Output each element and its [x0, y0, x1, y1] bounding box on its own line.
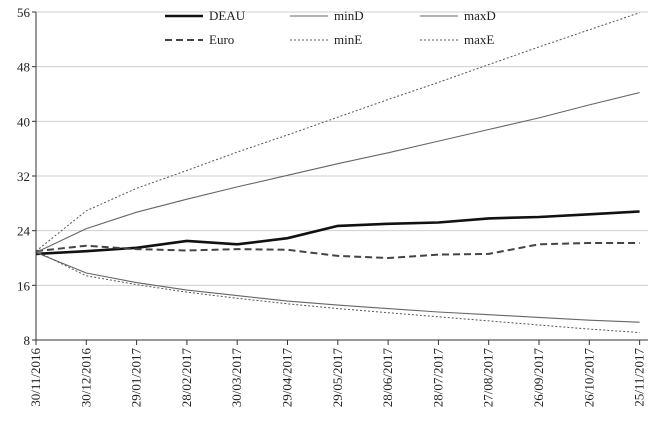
x-tick-label: 28/06/2017: [380, 348, 395, 408]
x-tick-label: 26/09/2017: [531, 348, 546, 408]
x-tick-label: 30/03/2017: [229, 348, 244, 408]
x-tick-label: 26/10/2017: [581, 348, 596, 408]
y-tick-label: 56: [17, 5, 31, 20]
legend-label-DEAU: DEAU: [209, 8, 246, 23]
x-tick-label: 25/11/2017: [632, 348, 647, 407]
x-tick-label: 27/08/2017: [481, 348, 496, 408]
y-tick-label: 32: [17, 169, 30, 184]
y-tick-label: 24: [17, 224, 31, 239]
y-tick-label: 48: [17, 60, 30, 75]
x-tick-label: 29/05/2017: [330, 348, 345, 408]
x-tick-label: 29/01/2017: [129, 348, 144, 408]
x-tick-label: 28/07/2017: [430, 348, 445, 408]
legend-label-minE: minE: [334, 32, 362, 47]
legend: DEAU minD maxD Euro minE maxE: [165, 8, 496, 47]
x-tick-label: 30/11/2016: [28, 348, 43, 407]
series-Euro-line: [35, 242, 640, 259]
series-minE-line: [35, 250, 640, 333]
grid-lines: [36, 11, 648, 341]
series-maxD-line: [35, 92, 640, 253]
legend-label-maxE: maxE: [464, 32, 494, 47]
legend-label-minD: minD: [334, 8, 364, 23]
y-axis-ticks: 8 16 24 32 40 48 56: [17, 5, 36, 348]
series-minD-line: [35, 251, 640, 323]
x-tick-label: 29/04/2017: [280, 348, 295, 408]
series-maxE-line: [35, 12, 640, 252]
x-tick-label: 28/02/2017: [179, 348, 194, 408]
series-layer: [35, 12, 640, 333]
x-tick-label: 30/12/2016: [78, 348, 93, 408]
legend-label-maxD: maxD: [464, 8, 496, 23]
y-tick-label: 16: [17, 278, 31, 293]
x-axis-ticks: 30/11/2016 30/12/2016 29/01/2017 28/02/2017…: [28, 340, 647, 407]
legend-label-Euro: Euro: [209, 32, 234, 47]
series-DEAU-line: [35, 210, 640, 256]
y-tick-label: 40: [17, 114, 30, 129]
y-tick-label: 8: [24, 333, 31, 348]
